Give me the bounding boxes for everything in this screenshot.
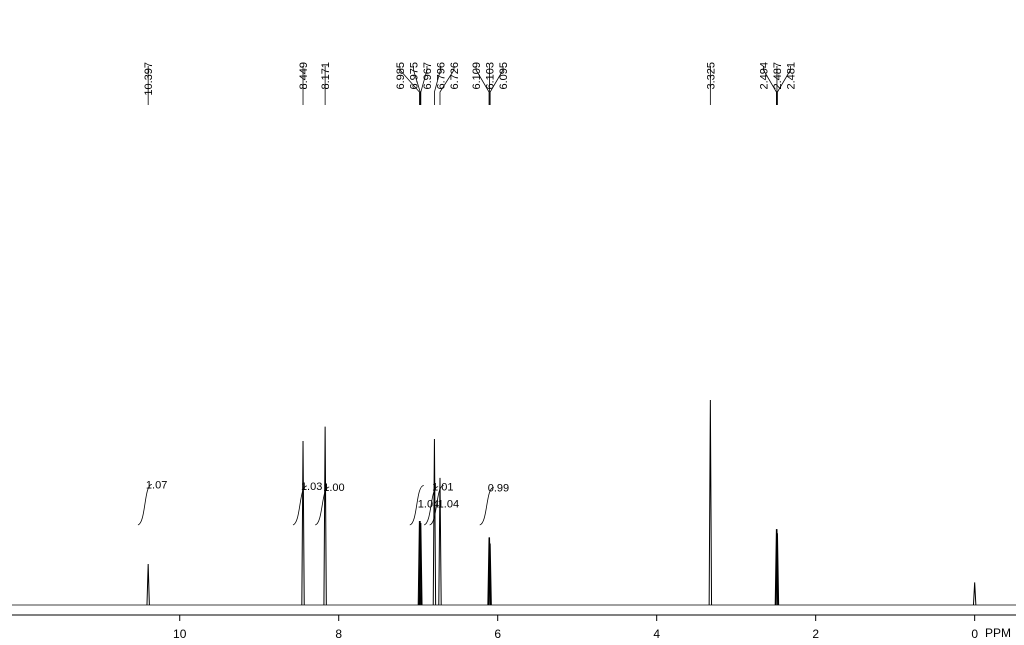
integral-curve	[314, 486, 330, 526]
peak	[972, 582, 977, 606]
peak-leader	[777, 66, 791, 105]
peak-label: 2.494	[758, 62, 770, 90]
x-tick-label: 6	[494, 627, 501, 641]
integral-curve	[423, 486, 439, 526]
integral-label: 1.00	[323, 482, 344, 494]
peak-label: 6.967	[422, 62, 434, 90]
peak	[774, 529, 779, 606]
peak-leader	[420, 66, 428, 105]
peak-label: 6.975	[408, 62, 420, 90]
integral-label: 1.03	[301, 481, 322, 493]
peak-leader	[413, 66, 421, 105]
peak-label: 6.109	[471, 62, 483, 90]
integral-label: 1.04	[418, 498, 439, 510]
integral-label: 1.01	[432, 482, 453, 494]
integral-label: 1.04	[438, 498, 459, 510]
peak-leader	[399, 66, 420, 105]
peak	[301, 440, 305, 606]
peak-leader	[489, 66, 504, 105]
x-tick-label: 8	[335, 627, 342, 641]
peak	[487, 537, 492, 606]
peak-label: 2.487	[772, 62, 784, 90]
peak	[438, 477, 442, 606]
peak	[323, 426, 327, 606]
peak	[418, 520, 422, 606]
peak-leader	[763, 66, 777, 105]
peak-label: 3.325	[705, 62, 717, 90]
peak	[488, 543, 492, 606]
peak-leader	[434, 66, 441, 105]
peak-label: 10.397	[143, 62, 155, 96]
x-tick-label: 10	[173, 627, 187, 641]
peak-label: 8.449	[298, 62, 310, 90]
peak-leader	[475, 66, 490, 105]
integral-curve	[409, 485, 424, 526]
peak	[146, 563, 150, 606]
peak	[432, 438, 437, 606]
peak-label: 6.796	[435, 62, 447, 90]
peak	[708, 399, 713, 606]
peak	[419, 522, 423, 606]
peak-label: 6.726	[449, 62, 461, 90]
integral-curve	[137, 483, 153, 526]
integral-curve	[292, 485, 308, 526]
x-tick-label: 2	[812, 627, 819, 641]
integral-curve	[479, 486, 494, 526]
peak-label: 6.095	[498, 62, 510, 90]
peak	[775, 533, 780, 606]
x-tick-label: 0	[971, 627, 978, 641]
peak-label: 6.103	[485, 62, 497, 90]
peak-label: 2.481	[785, 62, 797, 90]
x-tick-label: 4	[653, 627, 660, 641]
integral-label: 1.07	[146, 479, 167, 491]
x-axis-label: PPM	[985, 626, 1011, 640]
peak-leader	[439, 66, 455, 105]
integral-label: 0.99	[488, 482, 509, 494]
integral-curve	[429, 485, 444, 526]
peak-label: 8.171	[320, 62, 332, 90]
peak-label: 6.985	[395, 62, 407, 90]
